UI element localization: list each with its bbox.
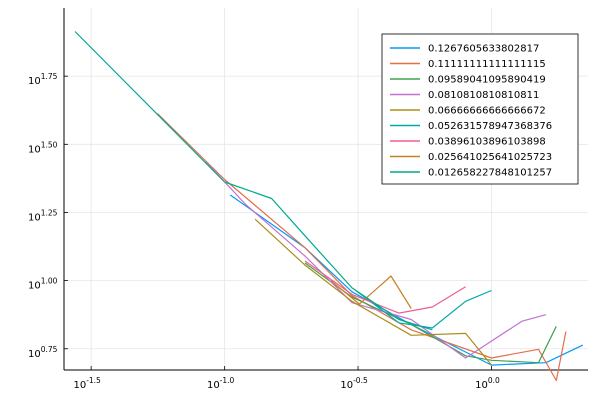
legend-label-8: 0.012658227848101257 xyxy=(428,168,552,179)
series-line-2 xyxy=(304,262,557,364)
x-tick-labels: 10-1.5 10-1.0 10-0.5 100.0 xyxy=(73,366,500,391)
series-line-7 xyxy=(330,275,412,309)
y-tick-label-2: 101.25 xyxy=(28,208,58,223)
legend-label-0: 0.1267605633802817 xyxy=(428,44,539,55)
series-line-4 xyxy=(254,218,492,366)
legend-box xyxy=(381,33,579,185)
legend-label-1: 0.11111111111111115 xyxy=(428,59,546,70)
legend: 0.1267605633802817 0.11111111111111115 0.0… xyxy=(381,33,579,185)
series-line-6 xyxy=(304,260,466,314)
y-tick-label-1: 101.00 xyxy=(28,277,58,292)
legend-label-5: 0.052631578947368376 xyxy=(428,121,552,132)
legend-label-3: 0.0810810810810811 xyxy=(428,90,539,101)
series-line-8 xyxy=(74,31,433,331)
axes xyxy=(63,8,588,371)
legend-label-2: 0.09589041095890419 xyxy=(428,75,546,86)
series-line-1 xyxy=(157,113,567,382)
y-tick-label-3: 101.50 xyxy=(28,140,58,155)
legend-label-6: 0.03896103896103898 xyxy=(428,137,546,148)
y-tick-label-0: 100.75 xyxy=(28,345,58,360)
x-tick-label-1: 10-1.0 xyxy=(207,376,235,391)
legend-label-4: 0.06666666666666672 xyxy=(428,106,546,117)
series-lines xyxy=(74,31,584,382)
x-tick-label-2: 10-0.5 xyxy=(340,376,368,391)
y-tick-label-4: 101.75 xyxy=(28,72,58,87)
y-tick-labels: 100.75 101.00 101.25 101.50 101.75 xyxy=(28,72,68,360)
x-tick-label-3: 100.0 xyxy=(475,376,500,391)
series-line-0 xyxy=(229,194,584,366)
x-tick-label-0: 10-1.5 xyxy=(73,376,101,391)
series-line-3 xyxy=(205,161,547,359)
series-line-5 xyxy=(355,289,492,329)
legend-label-7: 0.025641025641025723 xyxy=(428,152,552,163)
